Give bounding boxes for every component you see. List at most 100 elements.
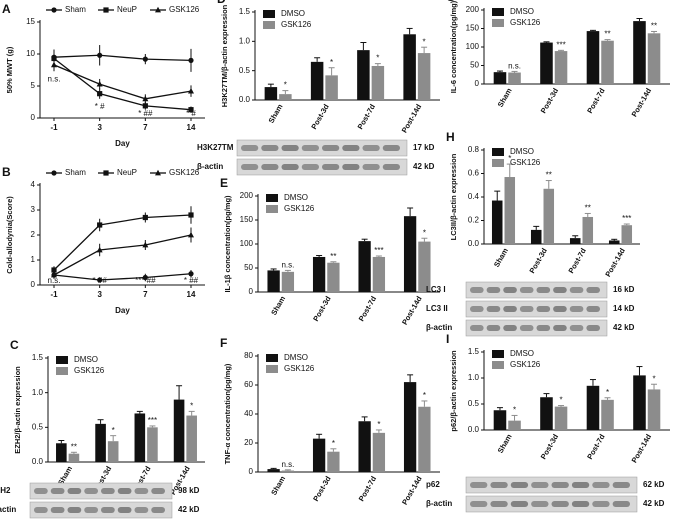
blot-band <box>503 287 517 293</box>
y-tick-label: 0 <box>31 113 36 122</box>
panel-letter: A <box>2 2 11 16</box>
point <box>51 7 57 13</box>
point <box>96 246 103 253</box>
blot-band <box>592 482 610 488</box>
point <box>155 6 161 13</box>
blot-band <box>84 488 98 494</box>
x-tick-label: Post-3d <box>539 86 561 115</box>
y-tick-label: 0.4 <box>468 192 480 201</box>
y-tick-label: 40 <box>244 409 253 418</box>
x-tick-label: Sham <box>269 294 287 316</box>
panel-letter: C <box>10 338 19 352</box>
legend-label: GSK126 <box>510 360 541 369</box>
bar <box>582 216 594 244</box>
bar <box>417 53 431 100</box>
bar <box>281 470 295 472</box>
legend-label: DMSO <box>510 7 534 16</box>
point <box>142 241 149 248</box>
legend-swatch <box>492 361 504 369</box>
blot-band <box>151 507 165 513</box>
blot-band <box>34 507 48 513</box>
legend-swatch <box>266 365 278 373</box>
x-tick-label: 3 <box>97 290 102 299</box>
legend-label: DMSO <box>510 349 534 358</box>
significance: * <box>376 54 379 63</box>
panel-letter: B <box>2 165 11 179</box>
y-tick-label: 60 <box>244 380 253 389</box>
legend-label: GSK126 <box>510 18 541 27</box>
y-tick-label: 150 <box>240 215 254 224</box>
y-tick-label: 5 <box>31 81 36 90</box>
y-axis-label: H3K27TM/β-actin expression <box>220 4 229 107</box>
legend-label: GSK126 <box>74 366 105 375</box>
blot-band <box>101 488 115 494</box>
point <box>103 170 109 176</box>
y-tick-label: 100 <box>466 42 480 51</box>
legend-swatch <box>56 356 68 364</box>
blot-band <box>503 325 517 331</box>
annotation: n.s. <box>48 74 61 83</box>
blot-band <box>551 501 569 507</box>
significance: n.s. <box>281 460 294 469</box>
blot-band <box>470 325 484 331</box>
bar <box>358 241 371 292</box>
blot-label: LC3 II <box>426 304 448 313</box>
legend-swatch <box>266 354 278 362</box>
significance: * <box>652 374 655 383</box>
annotation: * # <box>95 102 105 111</box>
panel-letter: F <box>220 336 227 350</box>
point <box>142 274 148 281</box>
blot-band <box>470 482 488 488</box>
series-line <box>53 214 192 271</box>
legend-label: DMSO <box>510 147 534 156</box>
legend-swatch <box>263 21 275 29</box>
bar <box>493 72 507 84</box>
blot-band <box>322 145 340 151</box>
bar <box>327 262 340 292</box>
blot-band <box>322 164 340 170</box>
blot-band <box>553 325 567 331</box>
point <box>142 56 148 62</box>
blot-band <box>117 507 132 513</box>
bar <box>633 375 646 430</box>
significance: n.s. <box>281 261 294 270</box>
blot-band <box>553 306 567 312</box>
blot-band <box>241 145 259 151</box>
legend-swatch <box>263 10 275 18</box>
x-tick-label: Sham <box>492 246 510 268</box>
panel-letter: D <box>217 0 226 6</box>
blot-band <box>531 482 549 488</box>
y-tick-label: 2 <box>31 230 36 239</box>
significance: * <box>513 406 516 415</box>
point <box>188 212 194 218</box>
bar <box>264 87 278 100</box>
bar <box>418 406 431 472</box>
y-tick-label: 200 <box>466 5 480 14</box>
blot-band <box>536 325 551 331</box>
legend-label: Sham <box>65 168 86 177</box>
point <box>142 214 148 221</box>
blot-band <box>519 325 534 331</box>
x-axis-label: Day <box>115 306 130 315</box>
x-tick-label: 7 <box>143 290 148 299</box>
x-tick-label: Post-3d <box>311 474 333 503</box>
point <box>51 267 57 273</box>
y-tick-label: 0.0 <box>32 457 44 466</box>
bar <box>554 406 568 430</box>
blot-size: 17 kD <box>413 143 435 152</box>
blot-band <box>510 482 529 488</box>
legend-swatch <box>492 148 504 156</box>
blot-label: β-actin <box>426 499 452 508</box>
point <box>188 107 194 113</box>
blot-band <box>470 501 488 507</box>
bar <box>95 423 106 462</box>
significance: * <box>559 396 562 405</box>
y-axis-label: IL-6 concentration(pg/mg) <box>449 0 458 93</box>
bar <box>186 415 197 462</box>
y-tick-label: 1 <box>31 255 36 264</box>
bar <box>267 469 280 472</box>
blot-band <box>117 488 132 494</box>
x-tick-label: Post-7d <box>585 432 607 461</box>
significance: *** <box>622 214 631 223</box>
y-tick-label: 1.5 <box>468 347 480 356</box>
